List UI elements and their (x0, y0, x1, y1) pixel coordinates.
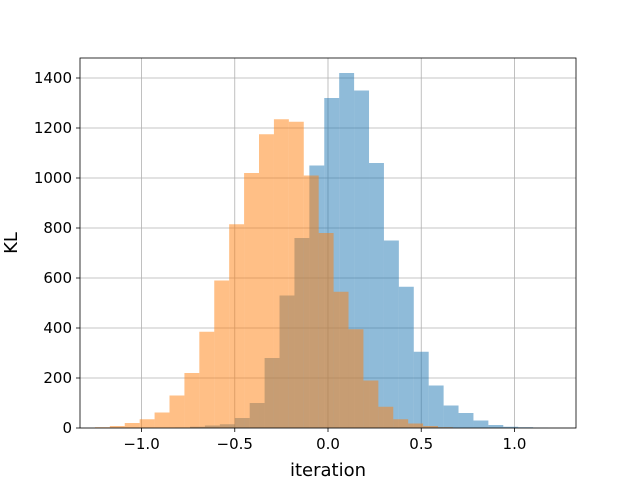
histogram-bar-series-1 (363, 380, 379, 428)
histogram-bar-series-1 (229, 224, 245, 428)
y-tick-label: 400 (43, 319, 72, 337)
histogram-bar-series-0 (428, 385, 444, 428)
histogram-bar-series-1 (244, 173, 260, 428)
histogram-bar-series-0 (503, 426, 519, 428)
histogram-bar-series-1 (139, 419, 155, 428)
histogram-bar-series-1 (348, 329, 364, 428)
y-tick-label: 1400 (34, 69, 72, 87)
histogram-bar-series-1 (154, 412, 170, 428)
y-axis-label: KL (1, 232, 22, 254)
histogram-bar-series-1 (199, 331, 215, 428)
x-tick-label: −1.0 (123, 435, 159, 453)
histogram-bar-series-1 (259, 134, 274, 428)
histogram-bar-series-1 (169, 395, 185, 428)
histogram-bar-series-1 (393, 419, 409, 428)
histogram-bar-series-1 (214, 280, 230, 428)
histogram-bar-series-1 (184, 373, 200, 428)
y-tick-label: 800 (43, 219, 72, 237)
histogram-bar-series-0 (443, 405, 459, 428)
histogram-bar-series-1 (124, 423, 140, 428)
histogram-bar-series-1 (273, 119, 289, 428)
histogram-bar-series-1 (378, 406, 394, 428)
x-tick-label: 0.0 (316, 435, 340, 453)
histogram-bar-series-0 (413, 351, 429, 428)
histogram-bar-series-1 (333, 291, 349, 428)
x-tick-label: 1.0 (503, 435, 527, 453)
y-tick-label: 600 (43, 269, 72, 287)
histogram-bar-series-1 (318, 233, 334, 428)
x-axis-label: iteration (290, 460, 366, 480)
histogram-bar-series-0 (383, 240, 399, 428)
histogram-bar-series-1 (408, 423, 424, 428)
axis-ticks: −1.0 −0.5 0.0 0.5 1.0 0 200 400 600 800 1000 1200 14… (34, 69, 527, 453)
y-tick-label: 1200 (34, 119, 72, 137)
histogram-bars (94, 73, 549, 428)
y-tick-label: 200 (43, 369, 72, 387)
histogram-bar-series-0 (458, 413, 474, 428)
x-tick-label: 0.5 (409, 435, 433, 453)
x-tick-label: −0.5 (217, 435, 253, 453)
histogram-bar-series-0 (473, 420, 489, 428)
histogram-bar-series-0 (488, 425, 504, 428)
histogram-bar-series-1 (303, 175, 319, 428)
histogram-bar-series-1 (109, 426, 125, 428)
y-tick-label: 0 (62, 419, 72, 437)
histogram-bar-series-0 (398, 286, 414, 428)
histogram-bar-series-1 (423, 426, 439, 428)
y-tick-label: 1000 (34, 169, 72, 187)
histogram-bar-series-0 (369, 163, 384, 428)
histogram-bar-series-1 (288, 121, 304, 428)
